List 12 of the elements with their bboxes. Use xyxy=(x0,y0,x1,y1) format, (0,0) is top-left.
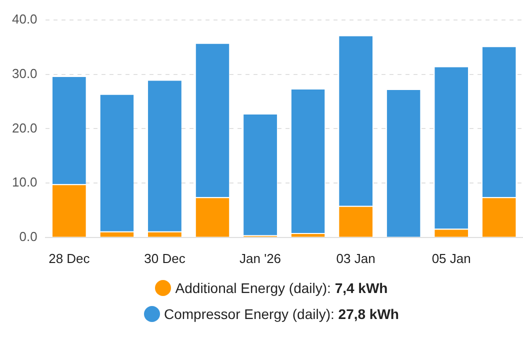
x-tick-label: 28 Dec xyxy=(48,250,90,266)
legend-label: Compressor Energy (daily): 27,8 kWh xyxy=(164,306,399,322)
x-tick-label: 30 Dec xyxy=(144,250,186,266)
x-tick-label: 05 Jan xyxy=(432,250,471,266)
y-tick-label: 0.0 xyxy=(19,228,38,244)
y-tick-label: 10.0 xyxy=(12,174,38,190)
x-tick-label: Jan '26 xyxy=(240,250,282,266)
x-tick-label: 03 Jan xyxy=(336,250,376,266)
y-tick-label: 20.0 xyxy=(12,120,38,136)
y-tick-label: 40.0 xyxy=(12,12,38,27)
y-tick-label: 30.0 xyxy=(12,66,38,81)
legend-label: Additional Energy (daily): 7,4 kWh xyxy=(175,280,388,296)
